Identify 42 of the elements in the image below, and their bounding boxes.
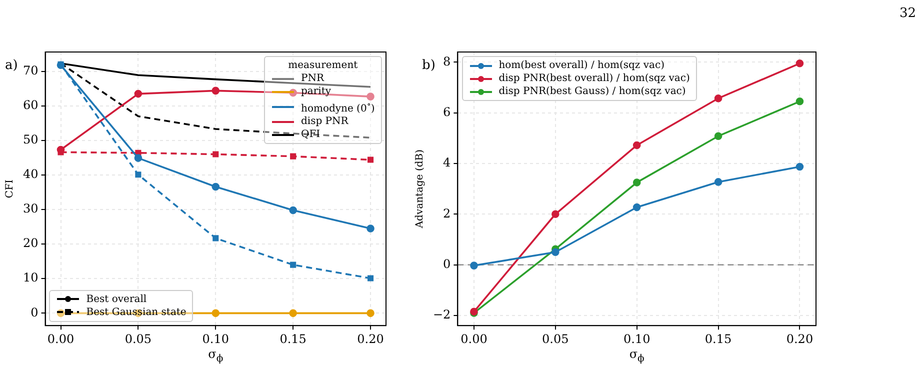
legend-label: homodyne (0$^{∘}$) (301, 98, 375, 116)
legend-label: disp PNR(best Gauss) / hom(sqz vac) (498, 85, 686, 98)
legend-label: parity (301, 85, 332, 98)
x-axis-title: σ$_{ϕ}$ (629, 347, 644, 364)
y-tick-label: 8 (443, 54, 451, 68)
y-tick-label: 20 (22, 236, 38, 250)
x-tick-label: 0.20 (786, 332, 814, 346)
text: b) (422, 58, 436, 73)
y-tick-label: 50 (22, 132, 38, 147)
legend-label: disp PNR(best overall) / hom(sqz vac) (498, 72, 690, 85)
text: a) (5, 58, 18, 73)
y-tick-label: 0 (30, 305, 38, 320)
x-tick-label: 0.15 (704, 332, 732, 346)
annotation: Best overall (86, 292, 147, 306)
x-tick-label: 0.10 (623, 332, 650, 346)
x-tick-label: 0.10 (202, 332, 229, 346)
y-tick-label: 40 (22, 167, 38, 182)
x-tick-label: 0.00 (460, 332, 488, 346)
y-axis-title: Advantage (dB) (414, 149, 426, 230)
x-tick-label: 0.05 (542, 332, 569, 346)
x-tick-label: 0.15 (280, 332, 306, 346)
x-tick-label: 0.20 (357, 332, 384, 346)
y-tick-label: 70 (22, 63, 38, 78)
x-tick-label: 0.05 (124, 332, 152, 346)
y-tick-label: 2 (443, 206, 451, 220)
y-tick-label: 0 (443, 256, 451, 271)
legend-label: PNR (301, 72, 324, 85)
legend-title: measurement (287, 59, 359, 72)
y-tick-label: 60 (22, 98, 38, 112)
legend-label: QFI (301, 128, 320, 142)
legend-label: hom(best overall) / hom(sqz vac) (498, 59, 664, 72)
y-tick-label: 4 (443, 156, 452, 170)
x-tick-label: 0.00 (47, 332, 74, 346)
legend-label: disp PNR (301, 115, 348, 128)
y-tick-label: 30 (22, 202, 38, 216)
text: 32 (899, 6, 916, 21)
y-axis-title: CFI (4, 179, 16, 198)
annotation: Best Gaussian state (86, 306, 186, 319)
x-axis-title: σ$_{ϕ}$ (208, 347, 224, 364)
y-tick-label: 6 (443, 104, 451, 119)
y-tick-label: −2 (432, 308, 451, 322)
y-tick-label: 10 (22, 270, 38, 285)
